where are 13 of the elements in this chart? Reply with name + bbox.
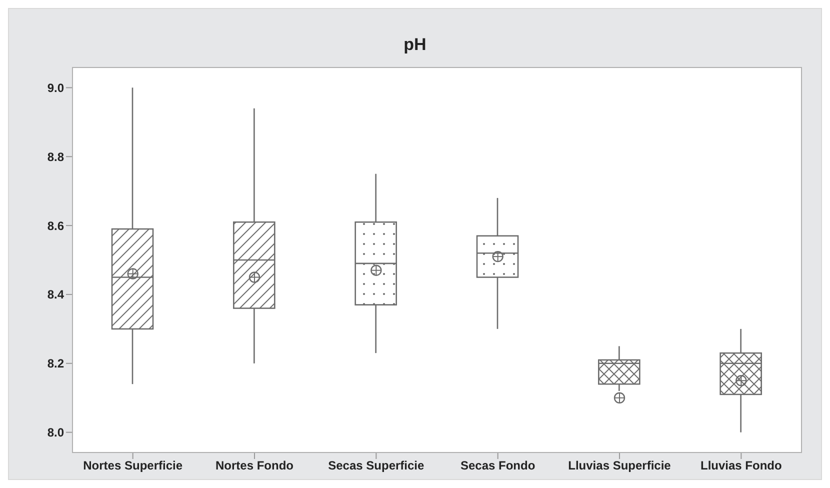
y-tick-label: 8.4 bbox=[47, 288, 64, 302]
y-tick-label: 9.0 bbox=[47, 80, 64, 95]
x-tick-label: Nortes Superficie bbox=[83, 458, 183, 473]
x-tick-label: Secas Superficie bbox=[328, 458, 425, 473]
x-tick-label: Nortes Fondo bbox=[216, 458, 294, 473]
y-tick-label: 8.2 bbox=[47, 356, 64, 371]
chart-title: pH bbox=[402, 35, 428, 55]
y-tick-label: 8.8 bbox=[47, 150, 64, 164]
x-tick-label: Secas Fondo bbox=[460, 458, 536, 473]
y-tick-label: 8.6 bbox=[47, 218, 64, 233]
y-tick-label: 8.0 bbox=[47, 426, 64, 440]
x-tick-label: Lluvias Fondo bbox=[700, 458, 782, 473]
x-tick-label: Lluvias Superficie bbox=[568, 458, 672, 473]
